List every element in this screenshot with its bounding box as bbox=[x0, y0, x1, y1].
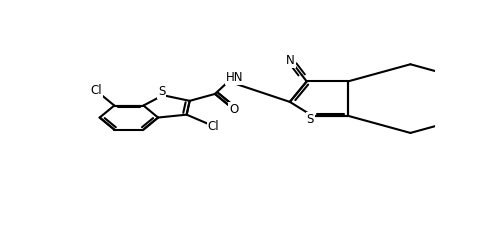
Text: Cl: Cl bbox=[208, 120, 219, 133]
Text: N: N bbox=[286, 54, 295, 67]
Text: HN: HN bbox=[226, 71, 243, 84]
Text: S: S bbox=[307, 113, 314, 126]
Text: O: O bbox=[229, 103, 238, 116]
Text: S: S bbox=[158, 85, 165, 98]
Text: Cl: Cl bbox=[90, 84, 102, 97]
